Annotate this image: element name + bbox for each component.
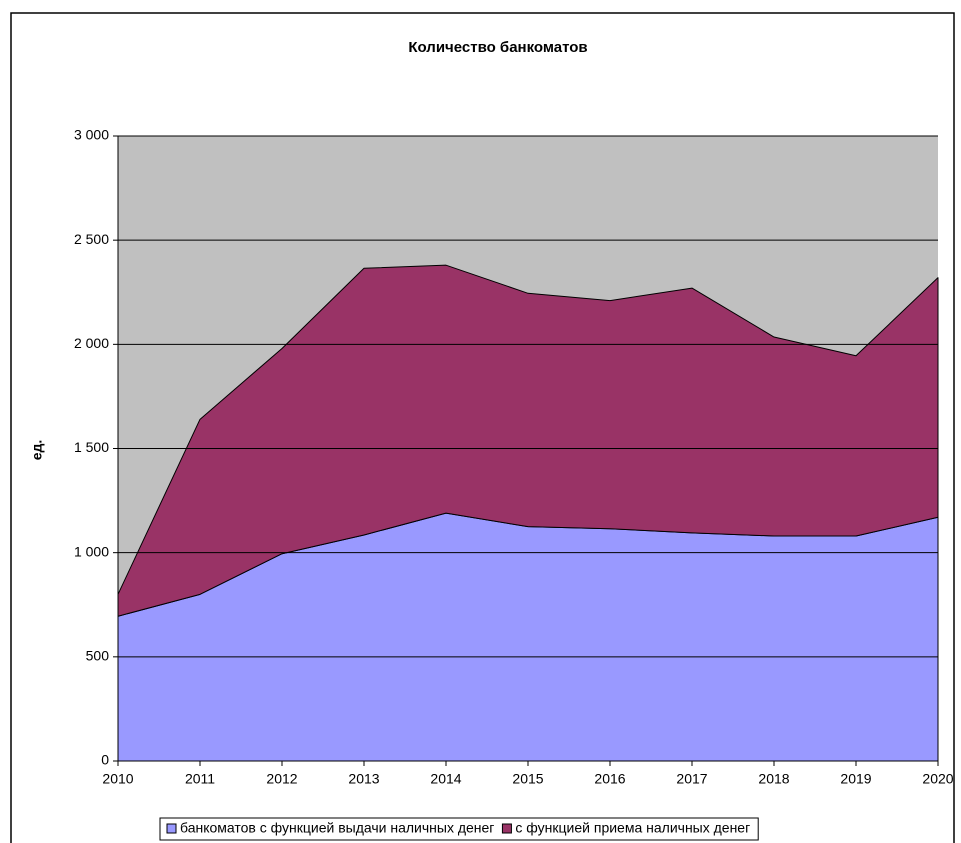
y-tick-label: 1 000	[74, 543, 109, 559]
legend-swatch	[166, 823, 177, 834]
x-tick-label: 2010	[102, 771, 133, 787]
legend-label: банкоматов с функцией выдачи наличных де…	[180, 820, 494, 836]
x-tick-label: 2015	[512, 771, 543, 787]
x-tick-label: 2020	[922, 771, 953, 787]
chart-title: Количество банкоматов	[408, 39, 587, 56]
legend	[159, 817, 759, 841]
y-axis-label: ед.	[29, 440, 45, 461]
x-tick-label: 2011	[185, 771, 215, 787]
x-tick-label: 2014	[430, 771, 461, 787]
x-tick-label: 2019	[840, 771, 871, 787]
legend-label: с функцией приема наличных денег	[515, 820, 750, 836]
area	[117, 264, 939, 617]
y-tick-label: 500	[86, 648, 110, 664]
y-tick-label: 2 000	[74, 335, 109, 351]
x-tick-label: 2016	[594, 771, 625, 787]
y-tick-label: 2 500	[74, 231, 109, 247]
x-tick-label: 2018	[758, 771, 789, 787]
y-tick-label: 3 000	[74, 127, 109, 143]
y-tick-label: 0	[101, 752, 109, 768]
legend-swatch	[501, 823, 512, 834]
x-tick-label: 2012	[266, 771, 297, 787]
chart-border	[10, 12, 955, 843]
y-tick-label: 1 500	[74, 439, 109, 455]
x-tick-label: 2017	[676, 771, 707, 787]
x-tick-label: 2013	[348, 771, 379, 787]
